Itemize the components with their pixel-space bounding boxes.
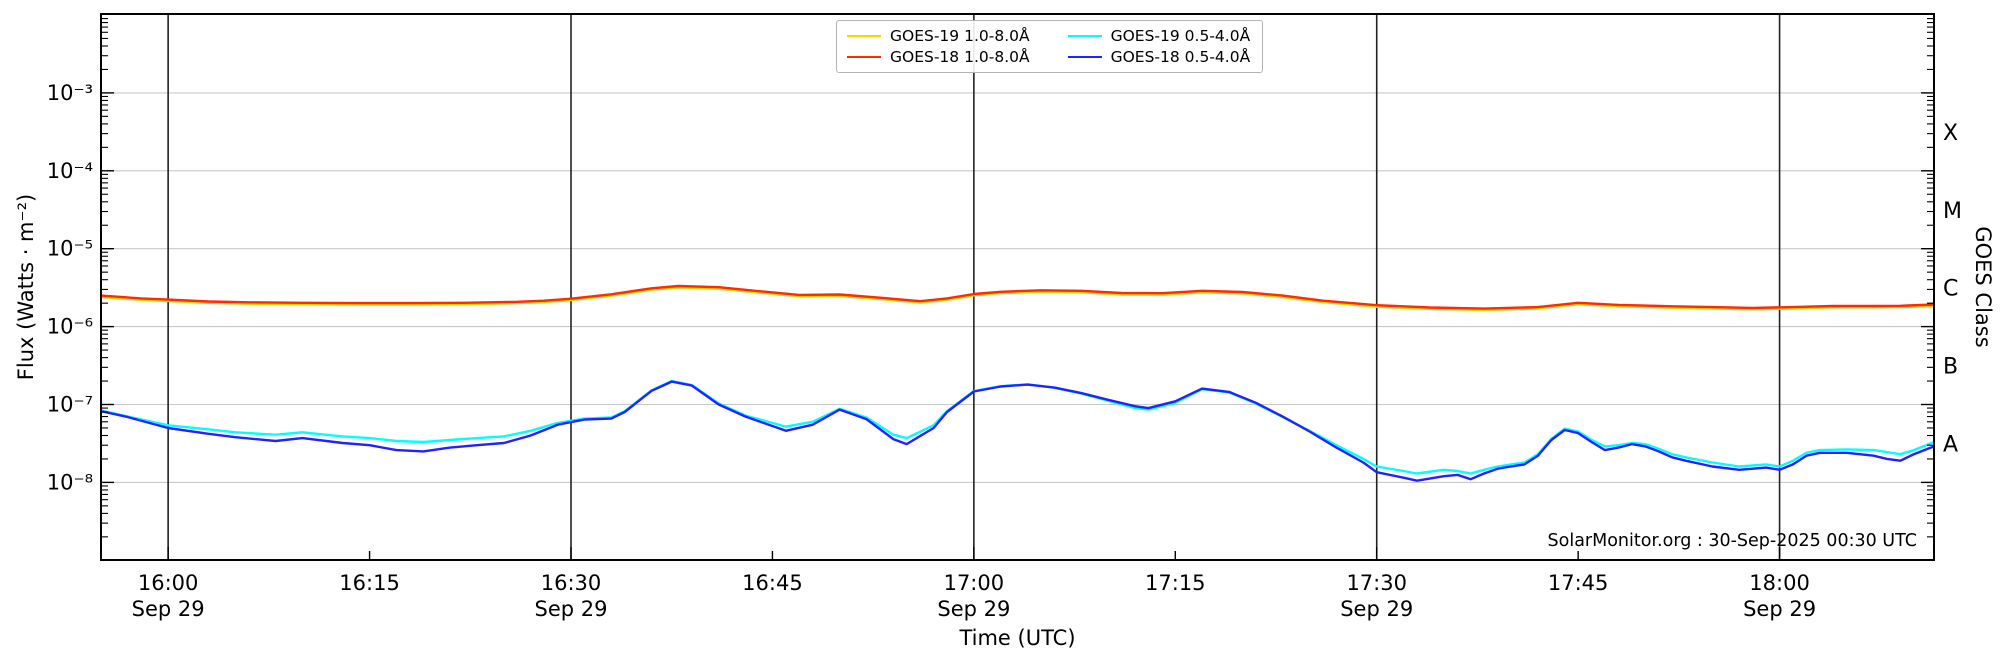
legend-item: GOES-18 0.5-4.0Å: [1067, 48, 1251, 66]
y-tick-label: 10⁻³: [47, 81, 93, 105]
x-tick-label: 17:00: [944, 571, 1005, 595]
legend-line-swatch: [1067, 35, 1102, 37]
x-tick-label: 16:45: [742, 571, 803, 595]
legend-item: GOES-19 1.0-8.0Å: [847, 27, 1030, 45]
legend-line-swatch: [847, 35, 881, 37]
flux-line-goes19_long: [101, 286, 1934, 312]
y-axis-label-flux: Flux (Watts · m⁻²): [14, 193, 38, 381]
legend-label: GOES-19 0.5-4.0Å: [1110, 27, 1251, 45]
legend-line-swatch: [847, 56, 881, 58]
legend-item: GOES-18 1.0-8.0Å: [847, 48, 1030, 66]
x-date-label: Sep 29: [1743, 597, 1816, 621]
x-tick-label: 16:00: [138, 571, 199, 595]
x-tick-label: 17:45: [1548, 571, 1609, 595]
goes-class-letter-m: M: [1943, 199, 1962, 224]
x-axis-label-time: Time (UTC): [959, 626, 1076, 650]
x-tick-label: 17:15: [1145, 571, 1206, 595]
legend-label: GOES-18 0.5-4.0Å: [1110, 48, 1251, 66]
plot-border: [100, 13, 1935, 561]
flux-line-goes18_short: [101, 380, 1934, 482]
y-tick-label: 10⁻⁶: [47, 315, 93, 339]
x-date-label: Sep 29: [535, 597, 608, 621]
goes-class-letter-x: X: [1943, 121, 1958, 146]
flux-line-goes18_long: [101, 284, 1934, 310]
goes-class-letter-c: C: [1943, 277, 1958, 302]
y-tick-label: 10⁻⁵: [47, 237, 93, 261]
x-tick-label: 16:15: [339, 571, 400, 595]
x-date-label: Sep 29: [132, 597, 205, 621]
legend-item: GOES-19 0.5-4.0Å: [1067, 27, 1251, 45]
x-tick-label: 18:00: [1749, 571, 1810, 595]
y-axis-label-goes-class: GOES Class: [1971, 226, 1995, 348]
flux-line-goes19_short: [101, 379, 1934, 475]
y-tick-label: 10⁻⁴: [47, 159, 93, 183]
legend-label: GOES-18 1.0-8.0Å: [890, 48, 1030, 66]
x-tick-label: 16:30: [541, 571, 602, 595]
legend-line-swatch: [1067, 56, 1102, 58]
legend-label: GOES-19 1.0-8.0Å: [890, 27, 1030, 45]
x-date-label: Sep 29: [937, 597, 1010, 621]
x-tick-label: 17:30: [1346, 571, 1407, 595]
solarmonitor-credit: SolarMonitor.org : 30-Sep-2025 00:30 UTC: [1547, 531, 1917, 551]
x-date-label: Sep 29: [1340, 597, 1413, 621]
goes-class-letter-b: B: [1943, 355, 1958, 380]
chart-legend: GOES-19 1.0-8.0Å GOES-18 1.0-8.0Å GOES-19 …: [836, 20, 1264, 73]
y-tick-label: 10⁻⁷: [47, 393, 93, 417]
y-tick-label: 10⁻⁸: [47, 470, 93, 494]
goes-class-letter-a: A: [1943, 432, 1958, 457]
